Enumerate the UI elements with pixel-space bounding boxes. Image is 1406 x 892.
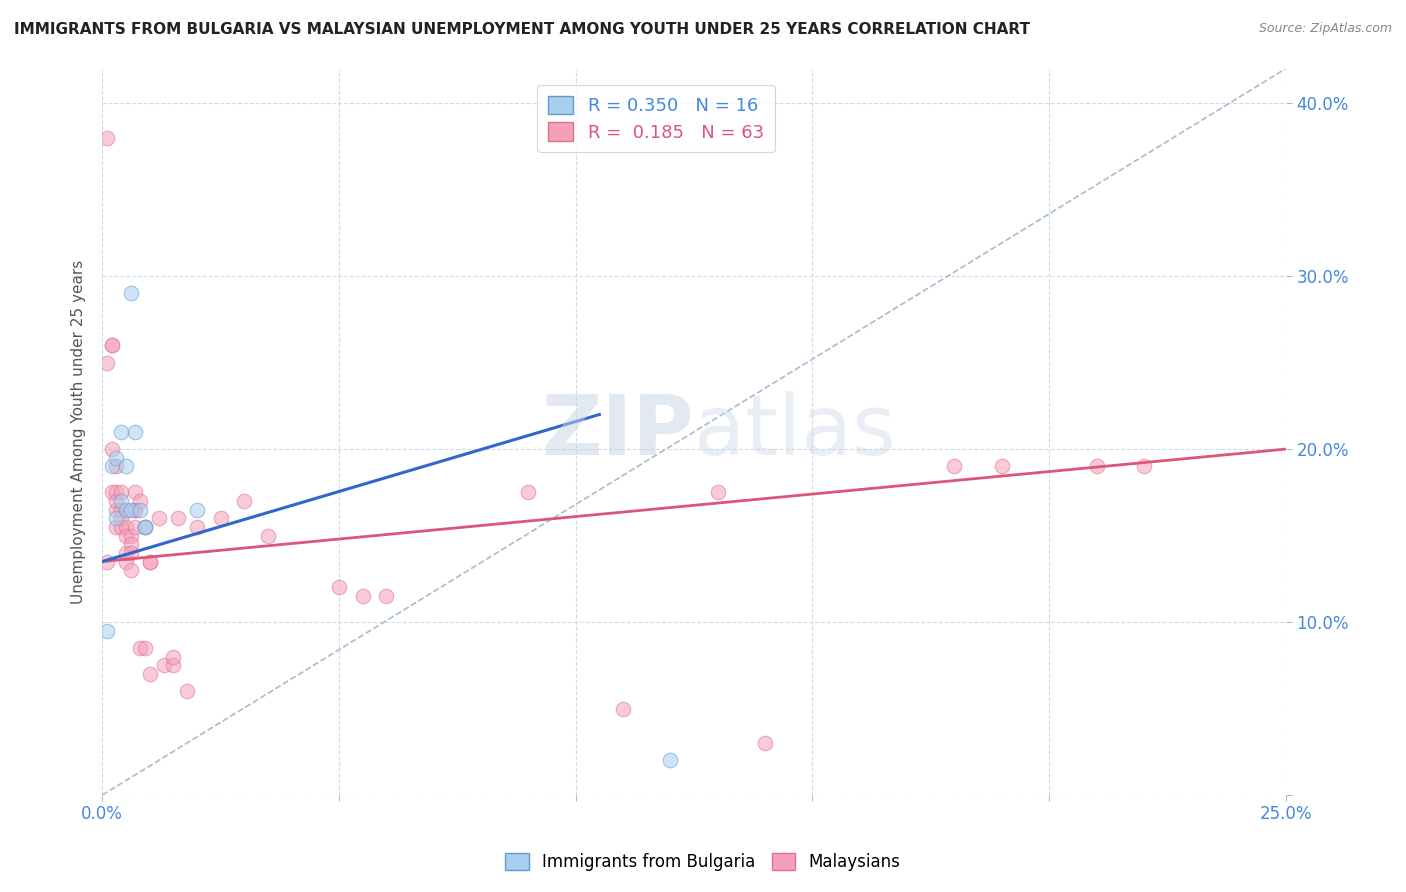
Point bbox=[96, 355, 118, 369]
Legend: Immigrants from Bulgaria, Malaysians: Immigrants from Bulgaria, Malaysians bbox=[498, 845, 908, 880]
Point bbox=[138, 667, 160, 681]
Point bbox=[120, 546, 142, 560]
Point bbox=[124, 502, 146, 516]
Point bbox=[105, 485, 128, 500]
Point bbox=[209, 511, 232, 525]
Point bbox=[105, 502, 128, 516]
Point bbox=[129, 502, 152, 516]
Point bbox=[120, 286, 142, 301]
Point bbox=[120, 502, 142, 516]
Point bbox=[105, 520, 128, 534]
Point bbox=[115, 528, 138, 542]
Point bbox=[328, 581, 350, 595]
Point bbox=[375, 589, 398, 603]
Point bbox=[115, 546, 138, 560]
Point bbox=[943, 459, 966, 474]
Point bbox=[167, 511, 190, 525]
Point bbox=[186, 502, 208, 516]
Point bbox=[257, 528, 280, 542]
Point bbox=[105, 494, 128, 508]
Point bbox=[233, 494, 256, 508]
Point bbox=[1133, 459, 1156, 474]
Point bbox=[134, 640, 156, 655]
Text: Source: ZipAtlas.com: Source: ZipAtlas.com bbox=[1258, 22, 1392, 36]
Point bbox=[162, 658, 184, 673]
Point bbox=[115, 520, 138, 534]
Point bbox=[100, 459, 122, 474]
Point bbox=[110, 494, 132, 508]
Point bbox=[100, 338, 122, 352]
Point bbox=[152, 658, 174, 673]
Point bbox=[754, 736, 776, 750]
Point bbox=[138, 555, 160, 569]
Point bbox=[105, 459, 128, 474]
Point bbox=[612, 701, 634, 715]
Point bbox=[110, 502, 132, 516]
Point bbox=[100, 485, 122, 500]
Point bbox=[120, 563, 142, 577]
Point bbox=[120, 528, 142, 542]
Point bbox=[186, 520, 208, 534]
Point bbox=[1085, 459, 1108, 474]
Point bbox=[124, 425, 146, 439]
Text: IMMIGRANTS FROM BULGARIA VS MALAYSIAN UNEMPLOYMENT AMONG YOUTH UNDER 25 YEARS CO: IMMIGRANTS FROM BULGARIA VS MALAYSIAN UN… bbox=[14, 22, 1031, 37]
Point bbox=[110, 511, 132, 525]
Point bbox=[100, 442, 122, 456]
Point bbox=[352, 589, 374, 603]
Point bbox=[991, 459, 1014, 474]
Point bbox=[129, 640, 152, 655]
Point bbox=[134, 520, 156, 534]
Y-axis label: Unemployment Among Youth under 25 years: Unemployment Among Youth under 25 years bbox=[72, 260, 86, 604]
Point bbox=[110, 425, 132, 439]
Point bbox=[134, 520, 156, 534]
Point bbox=[100, 338, 122, 352]
Point bbox=[517, 485, 540, 500]
Point bbox=[124, 485, 146, 500]
Point bbox=[162, 649, 184, 664]
Point bbox=[96, 624, 118, 638]
Point bbox=[134, 520, 156, 534]
Point bbox=[706, 485, 728, 500]
Text: atlas: atlas bbox=[695, 392, 896, 472]
Point bbox=[148, 511, 170, 525]
Point bbox=[124, 520, 146, 534]
Point bbox=[659, 754, 682, 768]
Legend: R = 0.350   N = 16, R =  0.185   N = 63: R = 0.350 N = 16, R = 0.185 N = 63 bbox=[537, 85, 775, 153]
Point bbox=[96, 130, 118, 145]
Point bbox=[105, 511, 128, 525]
Point bbox=[124, 502, 146, 516]
Point bbox=[115, 555, 138, 569]
Point bbox=[105, 450, 128, 465]
Point bbox=[110, 485, 132, 500]
Point bbox=[110, 520, 132, 534]
Point bbox=[115, 459, 138, 474]
Point bbox=[129, 494, 152, 508]
Point bbox=[115, 502, 138, 516]
Point bbox=[176, 684, 198, 698]
Point bbox=[120, 537, 142, 551]
Text: ZIP: ZIP bbox=[541, 392, 695, 472]
Point bbox=[138, 555, 160, 569]
Point bbox=[96, 555, 118, 569]
